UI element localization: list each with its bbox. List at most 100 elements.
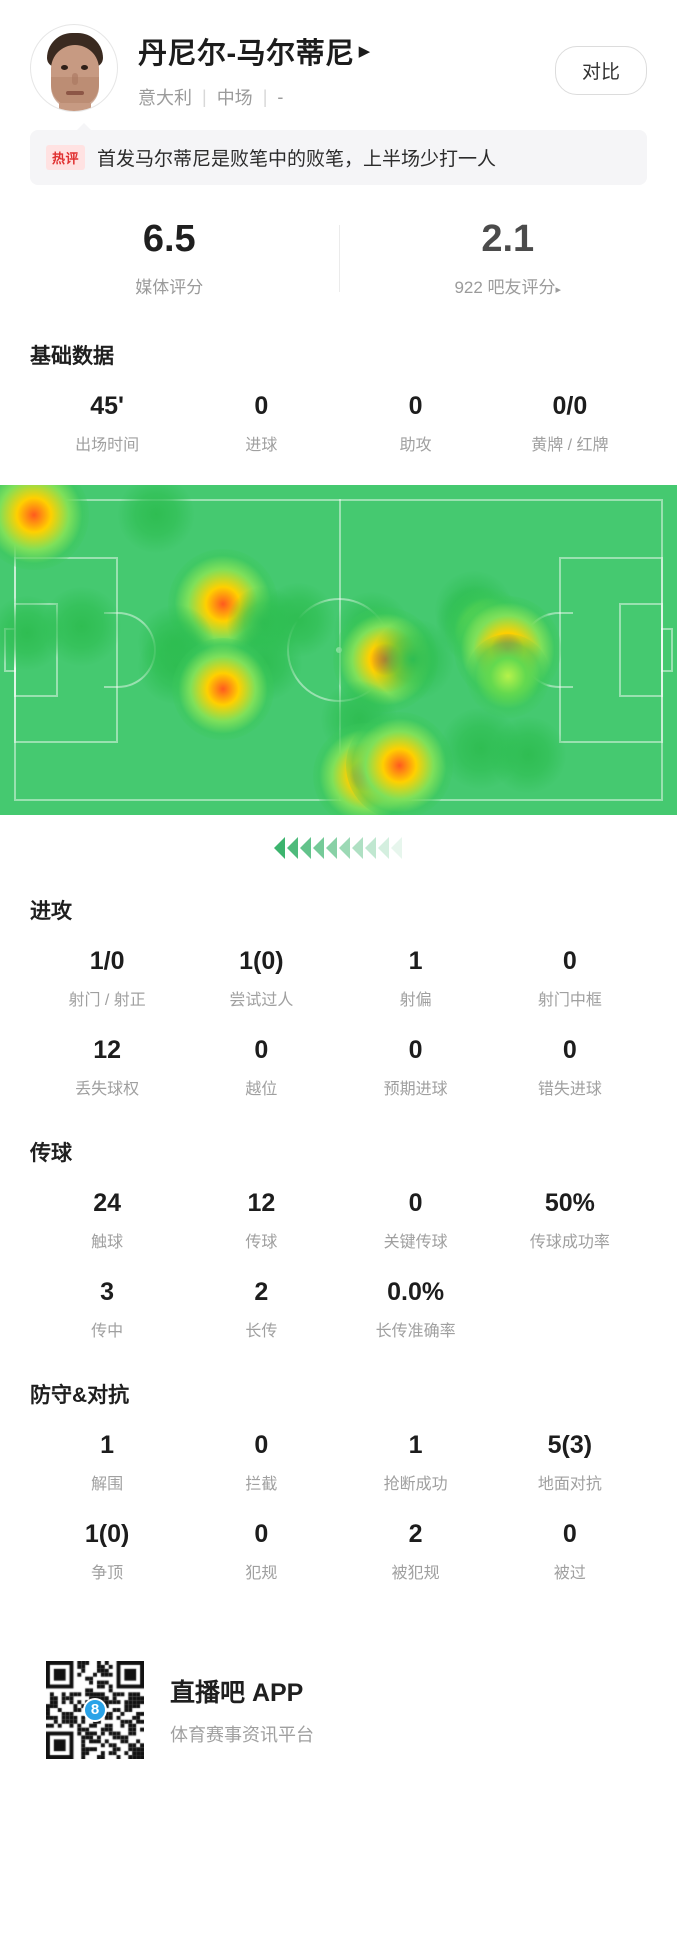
stat-value: 1(0) <box>84 1519 130 1548</box>
stat-value: 1 <box>408 1430 423 1459</box>
pitch-six-yard-right <box>619 602 663 697</box>
rating-fans-label: 922 吧友评分▸ <box>339 273 677 298</box>
stat-value: 0 <box>562 946 577 975</box>
heatmap-point <box>465 634 550 719</box>
section-defense: 防守&对抗 1 解围 0 拦截 1 抢断成功 5(3) 地面对抗 1(0) 争顶 <box>0 1379 677 1587</box>
section-passing-grid: 24 触球 12 传球 0 关键传球 50% 传球成功率 3 传中 2 长传 <box>30 1167 647 1345</box>
stat-item: 1 射偏 <box>339 925 493 1014</box>
stat-value: 0 <box>254 1519 269 1548</box>
stat-label: 黄牌 / 红牌 <box>531 436 609 454</box>
app-name: 直播吧 APP <box>170 1678 304 1707</box>
stat-item: 1/0 射门 / 射正 <box>30 925 184 1014</box>
stat-item: 0 助攻 <box>339 370 493 459</box>
heatmap-point <box>0 596 64 671</box>
avatar-mouth <box>66 91 84 95</box>
chevron-left-icon <box>325 836 337 859</box>
player-name-row[interactable]: 丹尼尔-马尔蒂尼 ▶ <box>138 30 555 72</box>
stat-label: 传球 <box>245 1233 278 1251</box>
stat-item: 1 抢断成功 <box>339 1409 493 1498</box>
stat-item: 5(3) 地面对抗 <box>493 1409 647 1498</box>
section-defense-grid: 1 解围 0 拦截 1 抢断成功 5(3) 地面对抗 1(0) 争顶 0 犯规 <box>30 1409 647 1587</box>
stat-item: 0 拦截 <box>184 1409 338 1498</box>
rating-media: 6.5 媒体评分 <box>0 218 339 298</box>
stat-label: 错失进球 <box>537 1080 602 1098</box>
heatmap-point <box>489 717 567 794</box>
meta-separator-2: | <box>262 86 268 107</box>
qr-code[interactable]: 8 <box>46 1660 144 1759</box>
stat-label: 地面对抗 <box>537 1475 602 1493</box>
meta-separator-1: | <box>202 86 207 107</box>
hot-comment-text: 首发马尔蒂尼是败笔中的败笔，上半场少打一人 <box>97 149 497 170</box>
rating-fans[interactable]: 2.1 922 吧友评分▸ <box>338 218 677 298</box>
chevron-left-icon <box>312 836 324 859</box>
stat-label: 越位 <box>245 1080 278 1098</box>
heatmap-point <box>117 484 194 553</box>
rating-media-value: 6.5 <box>142 218 196 260</box>
section-passing: 传球 24 触球 12 传球 0 关键传球 50% 传球成功率 3 传中 <box>0 1137 677 1345</box>
avatar-eye-right <box>81 65 88 70</box>
stat-item: 0 被过 <box>493 1498 647 1587</box>
stat-label: 被过 <box>553 1564 586 1582</box>
stat-item: 0 预期进球 <box>339 1014 493 1103</box>
stat-label: 预期进球 <box>383 1080 448 1098</box>
footer-text: 直播吧 APP 体育赛事资讯平台 <box>170 1673 314 1747</box>
stat-item-empty <box>493 1256 647 1345</box>
section-attack-title: 进攻 <box>30 899 72 923</box>
ratings-row: 6.5 媒体评分 2.1 922 吧友评分▸ <box>0 218 677 298</box>
stat-value: 5(3) <box>547 1430 593 1459</box>
rating-fans-value: 2.1 <box>481 218 535 260</box>
stat-item: 0 错失进球 <box>493 1014 647 1103</box>
chevron-left-icon <box>390 836 402 859</box>
heatmap-pitch <box>0 484 677 815</box>
player-extra: - <box>277 86 284 107</box>
player-meta: 意大利 | 中场 | - <box>138 84 555 110</box>
stat-label: 长传 <box>245 1322 278 1340</box>
section-passing-title: 传球 <box>30 1141 72 1165</box>
app-footer: 8 直播吧 APP 体育赛事资讯平台 <box>0 1621 677 1759</box>
stat-item: 24 触球 <box>30 1167 184 1256</box>
stat-label: 拦截 <box>245 1475 278 1493</box>
stat-value: 1/0 <box>89 946 125 975</box>
stat-item: 3 传中 <box>30 1256 184 1345</box>
rating-media-label-text: 媒体评分 <box>135 277 204 297</box>
stat-value: 1 <box>100 1430 115 1459</box>
avatar-nose <box>72 73 78 85</box>
player-header: 丹尼尔-马尔蒂尼 ▶ 意大利 | 中场 | - 对比 <box>0 0 677 112</box>
stat-item: 2 长传 <box>184 1256 338 1345</box>
stat-label: 被犯规 <box>391 1564 440 1582</box>
stat-label: 射门中框 <box>537 991 602 1009</box>
stat-value: 0 <box>254 1035 269 1064</box>
stat-value: 12 <box>247 1188 276 1217</box>
stat-value: 1 <box>408 946 423 975</box>
stat-item: 2 被犯规 <box>339 1498 493 1587</box>
hot-comment-bar[interactable]: 热评 首发马尔蒂尼是败笔中的败笔，上半场少打一人 <box>30 123 647 185</box>
stat-value: 2 <box>408 1519 423 1548</box>
stat-item: 0 犯规 <box>184 1498 338 1587</box>
stat-label: 射偏 <box>399 991 432 1009</box>
compare-button[interactable]: 对比 <box>554 46 647 95</box>
stat-item: 0.0% 长传准确率 <box>339 1256 493 1345</box>
stat-item: 1(0) 尝试过人 <box>184 925 338 1014</box>
stat-item: 0 射门中框 <box>493 925 647 1014</box>
stat-value: 0 <box>408 1188 423 1217</box>
pitch-goal-right <box>661 627 673 672</box>
stat-item: 1 解围 <box>30 1409 184 1498</box>
stat-item: 50% 传球成功率 <box>493 1167 647 1256</box>
stat-value: 3 <box>100 1277 115 1306</box>
stat-item: 0 关键传球 <box>339 1167 493 1256</box>
chevron-left-icon <box>286 836 298 859</box>
stat-value: 1(0) <box>239 946 284 975</box>
stat-label: 进球 <box>245 436 278 454</box>
stat-label: 触球 <box>91 1233 124 1251</box>
app-tagline: 体育赛事资讯平台 <box>170 1724 314 1745</box>
section-defense-title: 防守&对抗 <box>30 1383 130 1407</box>
hot-comment-badge: 热评 <box>46 145 86 170</box>
stat-label: 传球成功率 <box>529 1233 610 1251</box>
avatar-eye-left <box>61 65 68 70</box>
section-basic-grid: 45' 出场时间 0 进球 0 助攻 0/0 黄牌 / 红牌 <box>30 370 647 459</box>
chevron-left-icon <box>377 836 389 859</box>
avatar-neck <box>59 103 91 111</box>
chevron-right-small-icon: ▸ <box>555 283 562 296</box>
hot-comment-wrap: 热评 首发马尔蒂尼是败笔中的败笔，上半场少打一人 <box>0 112 677 185</box>
